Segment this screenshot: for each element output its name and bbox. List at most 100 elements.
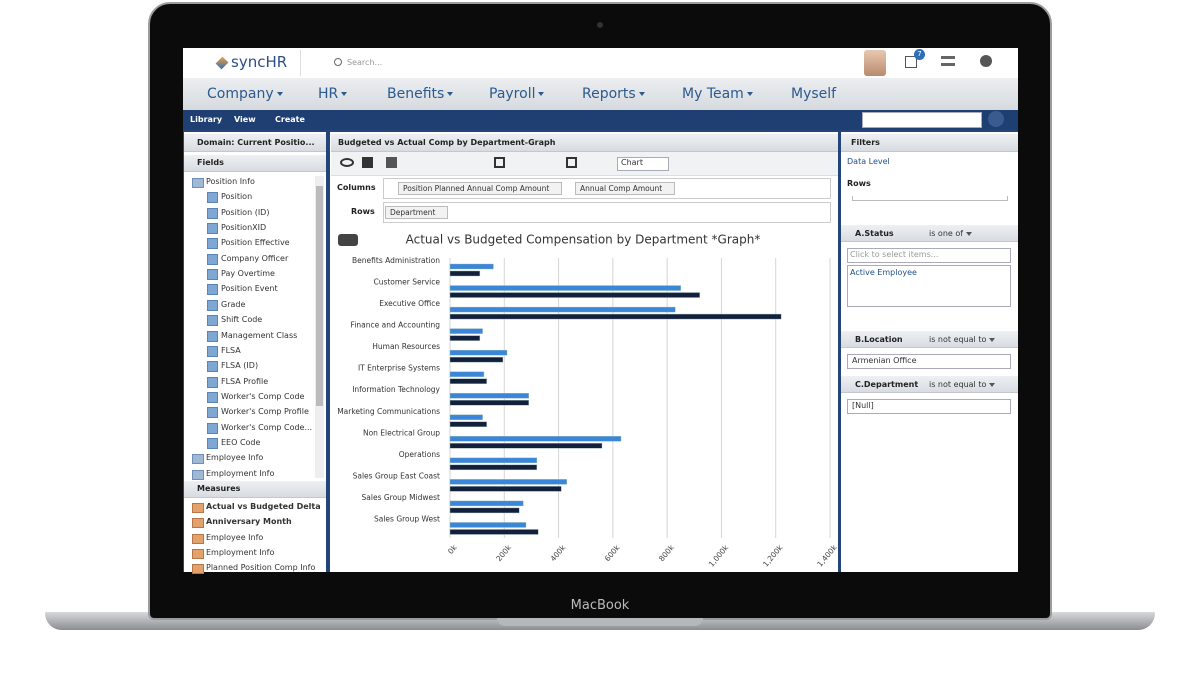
field-group[interactable]: Employee Info — [206, 453, 264, 463]
toolbar-item[interactable]: Library — [190, 115, 223, 124]
filter-header — [841, 331, 1018, 348]
bar — [449, 335, 481, 341]
columns-label: Columns — [337, 183, 376, 192]
tasks-icon[interactable] — [905, 56, 917, 68]
measure[interactable]: Employment Info — [206, 547, 275, 557]
field[interactable]: Management Class — [221, 330, 298, 340]
field[interactable]: Position — [221, 192, 253, 202]
avatar[interactable] — [864, 50, 886, 76]
field[interactable]: Grade — [221, 299, 246, 309]
save-icon[interactable] — [362, 157, 373, 168]
menu-icon[interactable] — [941, 56, 955, 66]
field[interactable]: Worker's Comp Code — [221, 391, 305, 401]
nav-item[interactable]: Benefits — [387, 84, 454, 104]
x-tick-label: 1,400k — [815, 543, 838, 569]
rows-label: Rows — [351, 207, 375, 216]
measure[interactable]: Planned Position Comp Info — [206, 563, 316, 573]
filters-title: Filters — [851, 138, 880, 147]
nav-item[interactable]: Myself — [791, 86, 837, 102]
field[interactable]: Position (ID) — [221, 207, 270, 217]
field[interactable]: FLSA — [221, 345, 241, 355]
close-icon[interactable] — [988, 111, 1004, 127]
export-icon[interactable] — [386, 157, 397, 168]
filter-input[interactable] — [847, 248, 1011, 263]
bar — [449, 328, 483, 334]
filter-name: C.Department — [855, 380, 919, 389]
filter-op[interactable]: is one of — [929, 228, 973, 240]
quick-search[interactable] — [862, 112, 982, 128]
measure-icon — [192, 503, 204, 513]
measure[interactable]: Actual vs Budgeted Delta — [206, 502, 321, 511]
field[interactable]: Pay Overtime — [221, 269, 275, 279]
measure-icon — [192, 533, 204, 544]
field-icon — [207, 315, 218, 327]
pivot-icon[interactable] — [494, 157, 505, 168]
filter-input[interactable] — [847, 399, 1011, 414]
nav-item[interactable]: Payroll — [489, 84, 545, 104]
field-group[interactable]: Employment Info — [206, 468, 275, 478]
field[interactable]: Position Event — [221, 284, 278, 294]
bar — [449, 356, 504, 363]
measure[interactable]: Anniversary Month — [206, 517, 292, 527]
column-chip[interactable]: Position Planned Annual Comp Amount — [398, 182, 563, 195]
report-title: Budgeted vs Actual Comp by Department-Gr… — [338, 138, 556, 147]
bar — [449, 464, 538, 471]
report-header — [331, 134, 838, 152]
field-group[interactable]: Position Info — [206, 177, 255, 186]
view-icon[interactable] — [340, 158, 354, 167]
bar — [449, 285, 681, 291]
field[interactable]: Worker's Comp Profile — [221, 407, 309, 417]
field[interactable]: PositionXID — [221, 223, 267, 233]
view-select[interactable] — [617, 157, 669, 171]
bar — [449, 457, 538, 464]
y-tick-label: Finance and Accounting — [351, 321, 441, 330]
filters-header — [841, 134, 1018, 152]
filter-op[interactable]: is not equal to — [929, 334, 996, 346]
filter-input[interactable] — [847, 354, 1011, 369]
measure-icon — [192, 564, 204, 575]
field[interactable]: FLSA (ID) — [221, 361, 259, 371]
field[interactable]: Company Officer — [221, 253, 289, 263]
chart-settings[interactable] — [338, 234, 358, 246]
field[interactable]: Worker's Comp Code... — [221, 422, 313, 432]
field-icon — [207, 223, 218, 235]
camera — [597, 22, 603, 28]
column-chip[interactable]: Annual Comp Amount — [575, 182, 676, 195]
y-tick-label: Non Electrical Group — [363, 428, 440, 437]
bar — [449, 436, 622, 442]
filter-values — [847, 265, 1011, 307]
filter-op[interactable]: is not equal to — [929, 379, 996, 391]
nav-item[interactable]: Reports — [582, 84, 645, 104]
filter-placeholder: Click to select items... — [850, 250, 939, 259]
filter-value[interactable]: Active Employee — [850, 268, 917, 277]
field[interactable]: Position Effective — [221, 238, 290, 248]
field[interactable]: EEO Code — [221, 437, 261, 447]
bar — [449, 486, 562, 492]
field[interactable]: Shift Code — [221, 315, 263, 325]
toolbar-item[interactable]: View — [234, 115, 256, 124]
field[interactable]: FLSA Profile — [221, 376, 269, 386]
nav-item[interactable]: HR — [318, 84, 348, 104]
measure[interactable]: Employee Info — [206, 532, 264, 542]
measures-header — [184, 481, 326, 498]
y-tick-label: Sales Group East Coast — [353, 471, 440, 480]
bar — [449, 529, 539, 535]
rows-level: Rows — [847, 179, 871, 188]
row-chip[interactable]: Department — [385, 206, 449, 219]
badge: 7 — [914, 49, 925, 60]
level-slider[interactable] — [852, 196, 1008, 201]
nav-item[interactable]: Company — [207, 84, 283, 104]
help-icon[interactable] — [980, 55, 992, 67]
search-input[interactable]: Search... — [347, 58, 383, 67]
bar — [449, 349, 508, 356]
chart: Actual vs Budgeted Compensation by Depar… — [337, 233, 838, 569]
chart-icon[interactable] — [566, 157, 577, 168]
field-icon — [207, 391, 218, 403]
field-icon — [207, 284, 218, 296]
nav-item[interactable]: My Team — [682, 84, 753, 104]
scroll-thumb[interactable] — [316, 186, 323, 406]
toolbar-item[interactable]: Create — [275, 115, 305, 124]
field-icon — [207, 330, 218, 342]
bar — [449, 507, 520, 514]
